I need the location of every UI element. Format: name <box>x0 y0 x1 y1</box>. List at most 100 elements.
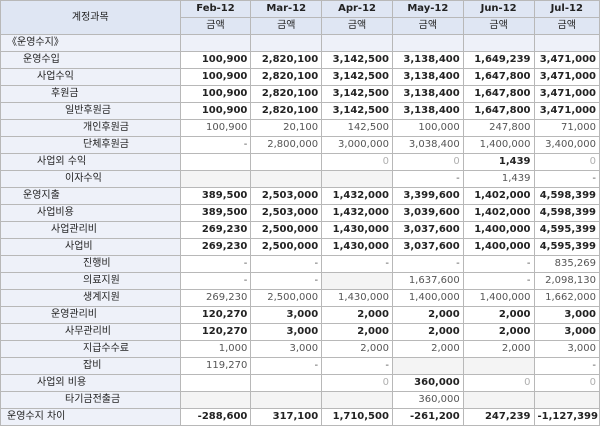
amount-cell: 4,595,399 <box>533 238 600 256</box>
table-row: 운영관리비 120,270 3,000 2,000 2,000 2,000 3,000 <box>0 306 600 324</box>
month-header: Jul-12 <box>533 0 600 18</box>
amount-cell: 1,439 <box>462 170 535 188</box>
table-row: 단체후원금 -2,800,000 3,000,000 3,038,400 1,400,0… <box>0 136 600 154</box>
table-row: 사업외 비용 0 360,000 0 0 <box>0 374 600 392</box>
table-row: 《운영수지》 <box>0 34 600 52</box>
amount-cell: 0 <box>462 374 535 392</box>
amount-cell: 2,000 <box>391 323 464 341</box>
amount-cell: 119,270 <box>179 357 252 375</box>
amount-cell: 2,503,000 <box>250 204 323 222</box>
account-label: 운영수지 차이 <box>0 408 181 426</box>
amount-cell: 1,637,600 <box>391 272 464 290</box>
amount-cell: 3,000 <box>250 340 323 358</box>
account-label: 단체후원금 <box>0 136 181 154</box>
account-label: 생계지원 <box>0 289 181 307</box>
amount-cell: 1,000 <box>179 340 252 358</box>
table-row: 잡비 119,270- - - <box>0 357 600 375</box>
amount-cell: 360,000 <box>391 374 464 392</box>
amount-cell <box>321 391 393 409</box>
account-label: 운영수입 <box>0 51 181 69</box>
table-row: 사업수익 100,900 2,820,100 3,142,500 3,138,400 1,… <box>0 68 600 86</box>
table-row: 사업비용 389,500 2,503,000 1,432,000 3,039,600 1,… <box>0 204 600 222</box>
amount-cell: - <box>321 357 393 375</box>
account-label: 개인후원금 <box>0 119 181 137</box>
amount-cell: 3,000 <box>250 306 323 324</box>
amount-header: 금액 <box>250 17 323 35</box>
amount-header: 금액 <box>533 17 600 35</box>
amount-cell: - <box>179 255 252 273</box>
amount-cell: 3,142,500 <box>321 68 393 86</box>
amount-cell: 2,000 <box>321 306 393 324</box>
amount-cell: - <box>462 272 535 290</box>
account-label: 운영지출 <box>0 187 181 205</box>
amount-cell: 269,230 <box>179 221 252 239</box>
account-column-header: 계정과목 <box>0 0 181 35</box>
amount-cell: 3,037,600 <box>391 238 464 256</box>
table-row: 일반후원금 100,900 2,820,100 3,142,500 3,138,400 1… <box>0 102 600 120</box>
table-row: 운영수지 차이 -288,600 317,100 1,710,500 -261,200 2… <box>0 408 600 426</box>
amount-cell: 1,400,000 <box>462 136 535 154</box>
table-row: 사업관리비 269,230 2,500,000 1,430,000 3,037,600 1… <box>0 221 600 239</box>
amount-cell: 2,820,100 <box>250 85 323 103</box>
amount-cell: 1,402,000 <box>462 187 535 205</box>
amount-cell: 3,000,000 <box>321 136 393 154</box>
amount-cell: 3,471,000 <box>533 102 600 120</box>
amount-cell: 2,000 <box>462 340 535 358</box>
account-label: 잡비 <box>0 357 181 375</box>
amount-cell <box>391 34 464 52</box>
amount-cell: 1,647,800 <box>462 102 535 120</box>
table-row: 사무관리비 120,270 3,000 2,000 2,000 2,000 3,000 <box>0 323 600 341</box>
amount-cell: 247,239 <box>462 408 535 426</box>
amount-cell: 2,098,130 <box>533 272 600 290</box>
amount-cell: 1,647,800 <box>462 68 535 86</box>
amount-cell: 3,138,400 <box>391 85 464 103</box>
amount-cell: 269,230 <box>179 238 252 256</box>
amount-cell: 0 <box>321 374 393 392</box>
account-label: 운영관리비 <box>0 306 181 324</box>
amount-cell <box>179 34 252 52</box>
month-header: Apr-12 <box>321 0 393 18</box>
amount-cell: 1,430,000 <box>321 289 393 307</box>
account-label: 사업비 <box>0 238 181 256</box>
amount-cell: - <box>462 255 535 273</box>
amount-cell: 317,100 <box>250 408 323 426</box>
amount-cell: 3,138,400 <box>391 51 464 69</box>
amount-cell: 1,402,000 <box>462 204 535 222</box>
amount-cell: 3,471,000 <box>533 68 600 86</box>
amount-cell: 0 <box>533 374 600 392</box>
amount-cell: - <box>391 255 464 273</box>
amount-cell <box>250 170 323 188</box>
account-label: 사업외 비용 <box>0 374 181 392</box>
amount-cell: 3,138,400 <box>391 102 464 120</box>
account-label: 타기금전출금 <box>0 391 181 409</box>
amount-cell: 835,269 <box>533 255 600 273</box>
amount-cell: 100,000 <box>391 119 464 137</box>
amount-cell: - <box>179 136 252 154</box>
amount-cell: 100,900 <box>179 119 252 137</box>
account-label: 이자수익 <box>0 170 181 188</box>
amount-cell: - <box>391 170 464 188</box>
amount-cell: - <box>533 357 600 375</box>
account-label: 의료지원 <box>0 272 181 290</box>
amount-cell: 3,471,000 <box>533 51 600 69</box>
account-label: 사업수익 <box>0 68 181 86</box>
amount-cell <box>250 34 323 52</box>
amount-cell <box>533 391 600 409</box>
amount-cell: 1,400,000 <box>462 289 535 307</box>
amount-cell: 3,471,000 <box>533 85 600 103</box>
month-header: Jun-12 <box>462 0 535 18</box>
amount-header: 금액 <box>179 17 252 35</box>
amount-cell: - <box>179 272 252 290</box>
amount-cell: 1,647,800 <box>462 85 535 103</box>
month-header: Feb-12 <box>179 0 252 18</box>
amount-cell: 2,800,000 <box>250 136 323 154</box>
amount-cell: 2,820,100 <box>250 102 323 120</box>
table-row: 의료지원 - -1,637,600-2,098,130 <box>0 272 600 290</box>
amount-cell: 247,800 <box>462 119 535 137</box>
amount-cell: 71,000 <box>533 119 600 137</box>
table-row: 사업비 269,230 2,500,000 1,430,000 3,037,600 1,4… <box>0 238 600 256</box>
amount-cell: 2,500,000 <box>250 289 323 307</box>
amount-cell: 360,000 <box>391 391 464 409</box>
amount-cell <box>533 34 600 52</box>
amount-cell: 3,000 <box>250 323 323 341</box>
